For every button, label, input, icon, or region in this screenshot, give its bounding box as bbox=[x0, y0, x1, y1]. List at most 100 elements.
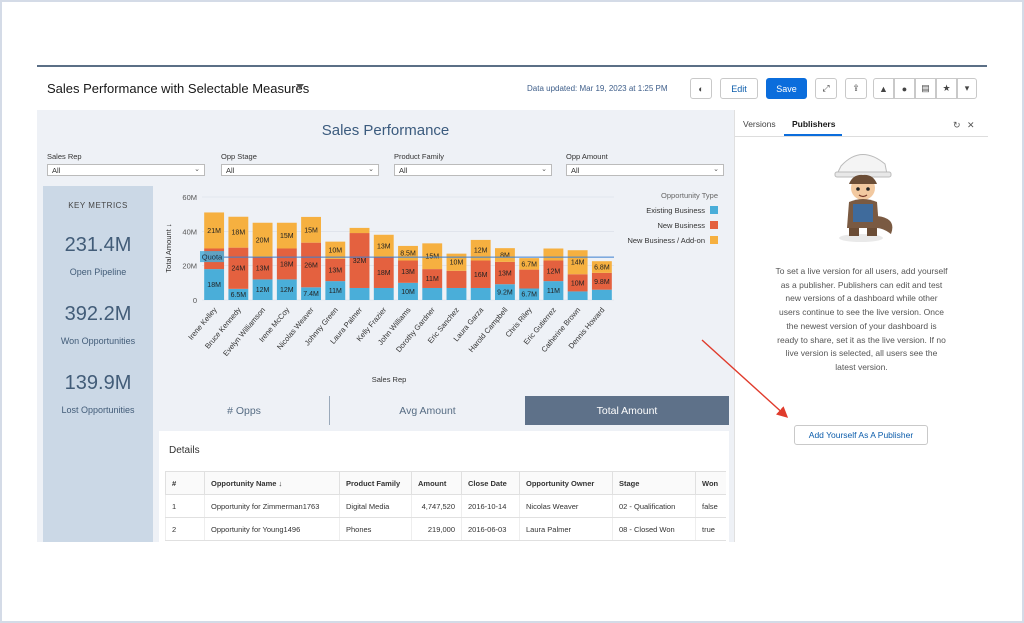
column-header[interactable]: Stage bbox=[612, 471, 696, 495]
table-cell: 2 bbox=[165, 517, 205, 541]
key-metrics-title: KEY METRICS bbox=[68, 201, 128, 210]
data-label: 12M bbox=[547, 268, 561, 275]
bar-segment bbox=[228, 288, 249, 300]
bar-segment bbox=[228, 216, 249, 248]
title-dropdown-icon[interactable] bbox=[296, 84, 304, 89]
table-row[interactable]: 1 Opportunity for Zimmerman1763 Digital … bbox=[165, 494, 726, 518]
more-actions-button[interactable]: ▾ bbox=[957, 78, 977, 99]
active-tab-indicator bbox=[784, 134, 842, 136]
x-axis-label: Sales Rep bbox=[372, 375, 407, 384]
bar-segment bbox=[276, 222, 297, 249]
filter-select[interactable]: All ⌄ bbox=[394, 164, 552, 176]
save-button[interactable]: Save bbox=[766, 78, 807, 99]
mascot-illustration bbox=[834, 154, 893, 242]
legend-swatch bbox=[710, 236, 718, 244]
data-label: 21M bbox=[207, 228, 221, 235]
column-header[interactable]: Product Family bbox=[339, 471, 412, 495]
chevron-down-icon: ⌄ bbox=[368, 166, 374, 173]
bar-segment bbox=[567, 250, 588, 275]
favorite-button[interactable]: ★ bbox=[936, 78, 957, 99]
theme-button[interactable]: ◐ bbox=[690, 78, 712, 99]
chat-icon: ● bbox=[901, 83, 908, 94]
data-label: 10M bbox=[571, 280, 585, 287]
bar-segment bbox=[252, 222, 273, 258]
filter-label: Sales Rep bbox=[47, 152, 82, 161]
notifications-button[interactable]: ▲ bbox=[873, 78, 894, 99]
filter-product-family: Product Family All ⌄ bbox=[394, 152, 552, 176]
add-publisher-button[interactable]: Add Yourself As A Publisher bbox=[794, 425, 928, 445]
bar-segment bbox=[325, 241, 346, 259]
details-panel: Details # Opportunity Name ↓ Product Fam… bbox=[159, 431, 729, 542]
star-icon: ★ bbox=[942, 83, 951, 93]
filter-value: All bbox=[399, 166, 408, 175]
filter-select[interactable]: All ⌄ bbox=[221, 164, 379, 176]
data-label: 10M bbox=[401, 289, 415, 296]
data-label: 6.7M bbox=[521, 292, 537, 299]
bar-segment bbox=[446, 287, 467, 300]
palette-icon: ◐ bbox=[698, 83, 704, 94]
chevron-down-icon: ⌄ bbox=[713, 166, 719, 173]
filter-label: Opp Stage bbox=[221, 152, 257, 161]
metric-label: Open Pipeline bbox=[69, 267, 127, 277]
filter-value: All bbox=[52, 166, 61, 175]
bar-segment bbox=[373, 257, 394, 288]
data-label: 26M bbox=[304, 262, 318, 269]
expand-icon: ⤢ bbox=[822, 83, 830, 93]
data-label: 12M bbox=[474, 248, 488, 255]
data-label: 14M bbox=[571, 260, 585, 267]
data-label: 11M bbox=[426, 276, 439, 283]
measure-tab-total-amount[interactable]: Total Amount bbox=[525, 396, 729, 425]
table-cell: 08 - Closed Won bbox=[612, 517, 696, 541]
comments-button[interactable]: ● bbox=[894, 78, 915, 99]
data-label: 15M bbox=[304, 227, 318, 234]
measure-tab-opps[interactable]: # Opps bbox=[227, 404, 261, 417]
bar-segment bbox=[495, 261, 515, 285]
key-metrics-panel: KEY METRICS 231.4M Open Pipeline 392.2M … bbox=[43, 186, 153, 542]
column-header[interactable]: Opportunity Owner bbox=[519, 471, 613, 495]
column-header[interactable]: Amount bbox=[411, 471, 462, 495]
measure-selector: # Opps Avg Amount Total Amount bbox=[159, 396, 729, 426]
table-cell: true bbox=[695, 517, 726, 541]
data-label: 6.5M bbox=[231, 292, 247, 299]
data-label: 13M bbox=[401, 269, 415, 276]
share-button[interactable]: ⇪ bbox=[845, 78, 867, 99]
filter-select[interactable]: All ⌄ bbox=[47, 164, 205, 176]
table-row[interactable]: 2 Opportunity for Young1496 Phones 219,0… bbox=[165, 517, 726, 541]
bar-segment bbox=[591, 272, 612, 290]
bar-segment bbox=[519, 269, 540, 289]
fullscreen-button[interactable]: ⤢ bbox=[815, 78, 837, 99]
y-tick-label: 40M bbox=[182, 227, 197, 236]
table-cell: Opportunity for Young1496 bbox=[204, 517, 340, 541]
bar-segment bbox=[591, 289, 612, 300]
data-label: 18M bbox=[377, 270, 391, 277]
tab-versions[interactable]: Versions bbox=[743, 119, 776, 129]
column-header[interactable]: # bbox=[165, 471, 205, 495]
data-label: 16M bbox=[474, 272, 488, 279]
close-icon[interactable]: ✕ bbox=[967, 120, 975, 130]
column-header[interactable]: Opportunity Name ↓ bbox=[204, 471, 340, 495]
tab-publishers[interactable]: Publishers bbox=[792, 119, 836, 129]
data-label: 18M bbox=[232, 230, 246, 237]
data-label: 24M bbox=[232, 266, 246, 273]
edit-button[interactable]: Edit bbox=[720, 78, 758, 99]
data-label: 12M bbox=[280, 287, 294, 294]
data-updated-text: Data updated: Mar 19, 2023 at 1:25 PM bbox=[527, 84, 668, 93]
measure-tab-avg-amount[interactable]: Avg Amount bbox=[399, 404, 456, 417]
table-cell: 02 - Qualification bbox=[612, 494, 696, 518]
bar-segment bbox=[422, 269, 443, 288]
data-label: 6.7M bbox=[521, 261, 537, 268]
bar-segment bbox=[446, 253, 467, 271]
print-button[interactable]: ▤ bbox=[915, 78, 936, 99]
refresh-icon[interactable]: ↻ bbox=[953, 120, 961, 130]
column-header[interactable]: Close Date bbox=[461, 471, 520, 495]
column-header[interactable]: Won bbox=[695, 471, 726, 495]
filter-value: All bbox=[571, 166, 580, 175]
filter-select[interactable]: All ⌄ bbox=[566, 164, 724, 176]
filter-value: All bbox=[226, 166, 235, 175]
data-label: 13M bbox=[256, 266, 270, 273]
legend-label: Existing Business bbox=[646, 206, 705, 215]
bar-segment bbox=[349, 227, 370, 234]
table-cell: Digital Media bbox=[339, 494, 412, 518]
filter-opp-amount: Opp Amount All ⌄ bbox=[566, 152, 724, 176]
filter-sales-rep: Sales Rep All ⌄ bbox=[47, 152, 205, 176]
